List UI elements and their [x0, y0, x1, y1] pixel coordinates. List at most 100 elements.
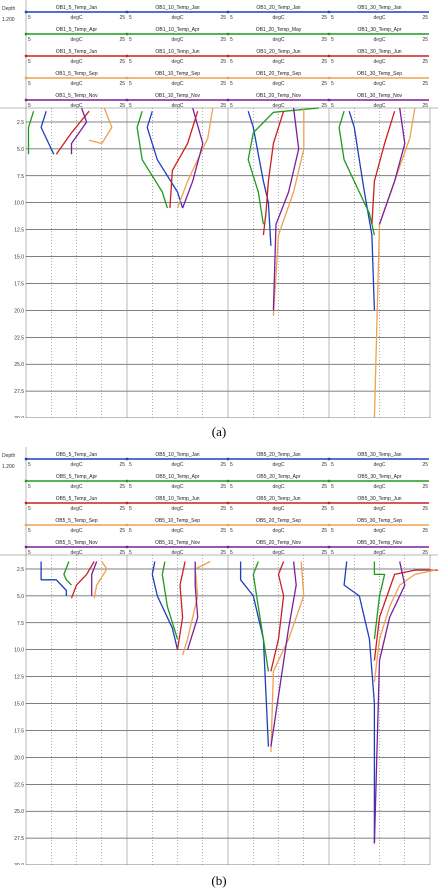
scale-max-label: 25	[321, 462, 327, 468]
track-title: OB5_30_Temp_Sep	[357, 518, 402, 524]
scale-unit-label: degC	[374, 506, 386, 512]
track-title: OB5_5_Temp_Jun	[56, 496, 98, 502]
scale-max-label: 25	[321, 506, 327, 512]
scale-min-label: 5	[129, 103, 132, 109]
depth-tick-label: 20.0	[14, 755, 24, 761]
scale-marker	[24, 501, 28, 505]
scale-max-label: 25	[321, 484, 327, 490]
depth-tick-label: 2.5	[17, 120, 24, 126]
series-line-jun	[55, 110, 90, 155]
scale-marker	[24, 523, 28, 527]
scale-max-label: 25	[422, 103, 428, 109]
track-title: OB1_10_Temp_Jun	[155, 49, 199, 55]
scale-min-label: 5	[331, 506, 334, 512]
scale-unit-label: degC	[273, 462, 285, 468]
series-line-nov	[270, 561, 297, 747]
series-line-jun	[262, 111, 285, 236]
scale-min-label: 5	[28, 484, 31, 490]
scale-unit-label: degC	[374, 462, 386, 468]
caption-b: (b)	[211, 873, 227, 888]
scale-max-label: 25	[119, 103, 125, 109]
track-title: OB1_10_Temp_Sep	[155, 71, 200, 77]
track-title: OB5_5_Temp_Sep	[55, 518, 97, 524]
depth-tick-label: 15.0	[14, 255, 24, 261]
scale-marker	[226, 32, 230, 36]
scale-min-label: 5	[129, 15, 132, 21]
series-line-nov	[91, 561, 98, 596]
series-line-sep	[181, 560, 211, 656]
scale-unit-label: degC	[71, 81, 83, 87]
series-line-nov	[70, 107, 88, 155]
series-line-apr	[136, 111, 169, 209]
scale-marker	[327, 479, 331, 483]
series-line-may	[247, 107, 319, 225]
scale-min-label: 5	[230, 15, 233, 21]
scale-max-label: 25	[220, 550, 226, 556]
scale-max-label: 25	[119, 528, 125, 534]
scale-max-label: 25	[321, 59, 327, 65]
scale-unit-label: degC	[374, 528, 386, 534]
scale-max-label: 25	[220, 15, 226, 21]
scale-max-label: 25	[119, 550, 125, 556]
track-title: OB1_5_Temp_Apr	[56, 27, 97, 33]
scale-max-label: 25	[119, 15, 125, 21]
series-line-jun	[373, 569, 438, 661]
scale-min-label: 5	[331, 550, 334, 556]
series-line-nov	[181, 107, 204, 209]
scale-unit-label: degC	[172, 37, 184, 43]
depth-tick-label: 7.5	[17, 621, 24, 627]
series-line-apr	[338, 111, 376, 236]
scale-unit-label: degC	[273, 506, 285, 512]
series-line-sep	[93, 561, 108, 599]
scale-marker	[226, 545, 230, 549]
scale-min-label: 5	[230, 484, 233, 490]
scale-unit-label: degC	[273, 15, 285, 21]
track-title: OB1_20_Temp_Jan	[256, 5, 300, 11]
track-title: OB1_30_Temp_Jan	[357, 5, 401, 11]
scale-min-label: 5	[28, 81, 31, 87]
track-title: OB5_20_Temp_Jun	[256, 496, 300, 502]
scale-min-label: 5	[230, 81, 233, 87]
track-title: OB1_5_Temp_Nov	[55, 93, 98, 99]
scale-marker	[226, 54, 230, 58]
depth-top-label: 1.200	[2, 464, 15, 470]
series-line-jan	[343, 561, 376, 844]
track-title: OB5_30_Temp_Apr	[358, 474, 402, 480]
series-line-sep	[373, 107, 416, 418]
scale-marker	[327, 98, 331, 102]
track-title: OB1_30_Temp_Sep	[357, 71, 402, 77]
scale-max-label: 25	[321, 37, 327, 43]
track-title: OB5_20_Temp_Nov	[256, 540, 302, 546]
scale-min-label: 5	[331, 484, 334, 490]
depth-tick-label: 10.0	[14, 201, 24, 207]
panel-b-chart: Depth 1.200 OB5_5_Temp_Jan 5 25 degC OB5_10_Te…	[0, 447, 438, 865]
series-line-sep	[272, 108, 305, 316]
series-line-jan	[146, 111, 184, 209]
scale-unit-label: degC	[172, 550, 184, 556]
depth-tick-label: 2.5	[17, 567, 24, 573]
depth-top-label: 1.200	[2, 17, 15, 23]
scale-min-label: 5	[28, 103, 31, 109]
scale-max-label: 25	[119, 81, 125, 87]
scale-unit-label: degC	[273, 81, 285, 87]
scale-max-label: 25	[321, 81, 327, 87]
scale-max-label: 25	[220, 462, 226, 468]
depth-tick-label: 15.0	[14, 702, 24, 708]
scale-max-label: 25	[119, 506, 125, 512]
scale-max-label: 25	[422, 81, 428, 87]
track-title: OB1_5_Temp_Sep	[55, 71, 97, 77]
track-title: OB5_5_Temp_Apr	[56, 474, 97, 480]
scale-max-label: 25	[422, 462, 428, 468]
scale-unit-label: degC	[273, 59, 285, 65]
depth-tick-label: 20.0	[14, 308, 24, 314]
track-title: OB5_10_Temp_Jan	[155, 452, 199, 458]
track-title: OB1_5_Temp_Jun	[56, 49, 98, 55]
series-line-jan	[239, 561, 270, 747]
scale-min-label: 5	[331, 81, 334, 87]
series-line-jun	[70, 561, 95, 599]
depth-tick-label: 12.5	[14, 228, 24, 234]
scale-min-label: 5	[28, 462, 31, 468]
scale-marker	[327, 523, 331, 527]
scale-marker	[125, 98, 129, 102]
scale-marker	[327, 32, 331, 36]
